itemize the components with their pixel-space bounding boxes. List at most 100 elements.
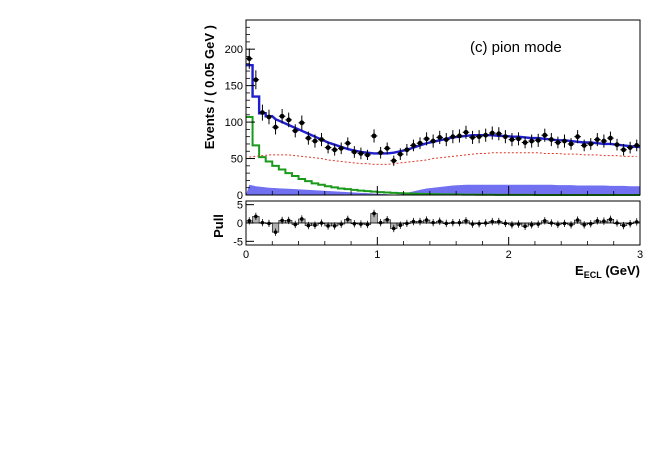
data-point	[535, 137, 541, 143]
pull-point	[444, 221, 449, 226]
data-point	[627, 145, 633, 151]
pull-point	[398, 223, 403, 227]
pull-point	[490, 219, 495, 224]
data-point	[450, 134, 456, 140]
data-point	[634, 143, 640, 148]
data-point	[397, 151, 403, 157]
pull-point	[254, 214, 258, 219]
pull-point	[588, 221, 593, 226]
pull-point	[385, 217, 389, 222]
dashed-component-layer	[249, 152, 637, 165]
pull-point	[556, 222, 560, 227]
pull-point	[424, 218, 429, 222]
data-point	[253, 77, 259, 83]
pull-point	[247, 219, 252, 223]
pull-point	[300, 217, 304, 221]
data-point	[411, 143, 416, 148]
pull-point	[365, 222, 370, 227]
pull-point	[267, 221, 271, 226]
data-point	[384, 145, 390, 151]
data-point	[548, 137, 554, 142]
x-axis-label-main: E	[575, 263, 584, 278]
data-point	[292, 128, 298, 134]
data-point	[437, 134, 443, 140]
data-point	[279, 113, 285, 119]
pull-point	[437, 219, 442, 223]
data-point	[351, 149, 357, 155]
main-x-ticks	[245, 186, 641, 195]
data-point	[594, 137, 600, 142]
data-point	[365, 152, 370, 158]
pull-point	[595, 219, 600, 223]
x-tick-label: 1	[374, 249, 380, 261]
data-point	[575, 134, 581, 140]
pull-y-tick-label: -5	[233, 236, 243, 248]
data-point	[286, 117, 292, 123]
dashed-component-line	[249, 152, 637, 165]
data-point	[299, 120, 305, 126]
data-point	[542, 132, 548, 138]
pull-point	[542, 219, 547, 223]
data-point	[470, 134, 475, 140]
x-axis-label-subscript: ECL	[584, 270, 603, 280]
data-point	[424, 136, 429, 142]
data-point	[371, 133, 377, 139]
pull-point	[457, 220, 462, 225]
pull-point	[372, 211, 376, 216]
main-y-axis-label: Events / ( 0.05 GeV )	[202, 25, 217, 149]
pull-point	[273, 230, 278, 234]
data-point	[516, 136, 521, 142]
pull-point	[352, 221, 357, 226]
pull-point	[411, 219, 416, 224]
data-point	[319, 137, 324, 142]
pull-point	[293, 222, 298, 227]
data-point	[358, 151, 364, 156]
data-point	[430, 138, 436, 144]
pull-point	[602, 219, 606, 223]
x-tick-label: 0	[243, 249, 249, 261]
data-point	[496, 131, 502, 137]
pull-point	[523, 224, 527, 229]
pull-point	[464, 219, 468, 223]
pull-point	[529, 223, 534, 227]
data-point	[463, 129, 469, 135]
data-point	[312, 138, 318, 144]
data-point	[457, 133, 462, 139]
main-y-tick-label: 200	[225, 44, 243, 56]
data-point	[476, 134, 482, 140]
main-y-tick-label: 50	[231, 154, 243, 166]
data-point	[522, 140, 528, 145]
filled-component-area	[246, 184, 640, 195]
pull-point	[378, 220, 383, 225]
main-y-tick-label: 0	[237, 190, 243, 202]
data-point	[588, 141, 594, 147]
pull-point	[569, 223, 573, 227]
pull-y-ticks: 5 0 -5	[233, 200, 254, 248]
pull-point	[405, 221, 409, 226]
pull-point	[260, 220, 265, 225]
pull-point	[286, 218, 291, 223]
data-points-layer	[246, 48, 640, 166]
data-point	[246, 56, 252, 62]
x-axis-label: EECL (GeV)	[575, 263, 640, 280]
pull-point	[418, 219, 422, 224]
data-point	[417, 140, 423, 146]
data-point	[562, 138, 567, 144]
data-point	[273, 124, 278, 130]
main-y-tick-label: 100	[225, 117, 243, 129]
data-point	[555, 140, 561, 145]
data-point	[568, 141, 574, 147]
data-point	[581, 143, 587, 148]
data-point	[443, 137, 449, 142]
pull-y-tick-label: 0	[237, 218, 243, 230]
data-point	[404, 147, 410, 153]
data-point	[489, 130, 495, 136]
pull-point	[451, 220, 455, 225]
pull-x-ticks: 0 1 2 3	[243, 237, 643, 261]
pull-point	[562, 221, 567, 226]
pull-point	[582, 223, 586, 227]
pull-y-tick-label: 5	[237, 200, 243, 212]
pull-point	[497, 219, 501, 224]
pull-point	[332, 224, 337, 228]
data-point	[483, 132, 489, 138]
